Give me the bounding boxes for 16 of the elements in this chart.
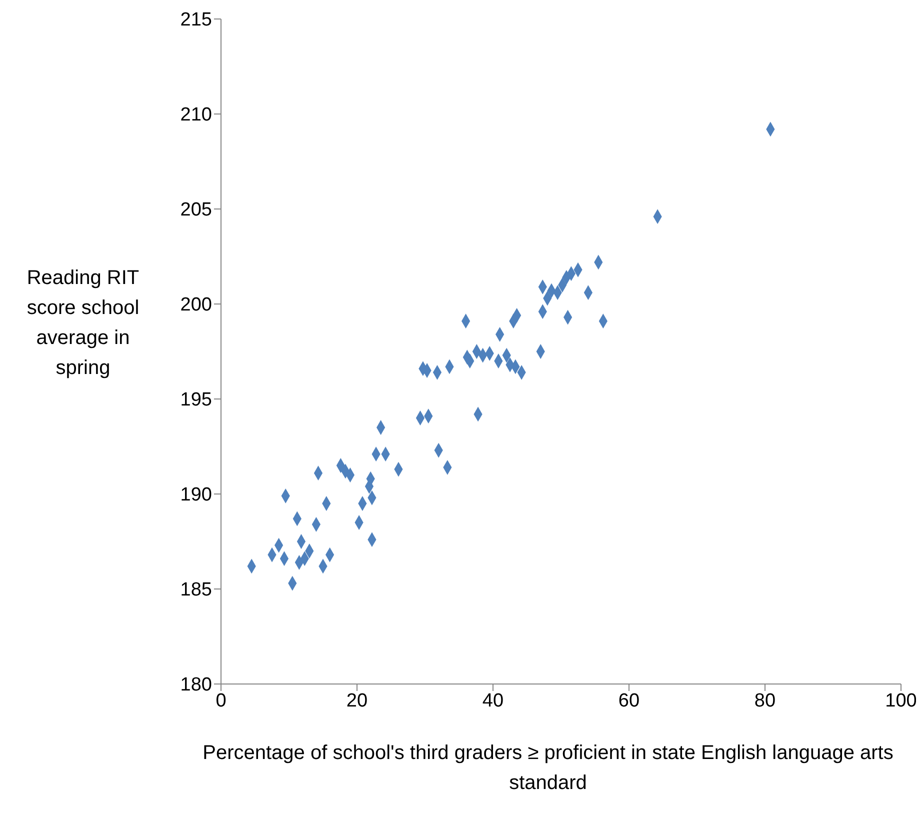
x-tick-label: 0 (216, 690, 226, 712)
y-tick-label: 190 (180, 484, 212, 506)
x-tick-label: 20 (346, 690, 368, 712)
x-axis-title: Percentage of school's third graders ≥ proficient in state English language arts standard (202, 741, 894, 796)
y-tick-label: 205 (180, 200, 212, 221)
x-tick-label: 100 (885, 690, 917, 712)
x-tick-label: 80 (754, 690, 776, 712)
x-tick-label: 60 (618, 690, 640, 712)
y-tick-label: 185 (180, 580, 212, 601)
y-tick-label: 180 (180, 674, 212, 696)
y-tick-label: 215 (180, 10, 212, 31)
y-axis-title: Reading RIT score school average in spring (26, 266, 140, 381)
x-tick-label: 40 (482, 690, 504, 712)
y-tick-label: 200 (180, 294, 212, 316)
y-tick-label: 210 (180, 104, 212, 126)
y-tick-label: 195 (180, 390, 212, 411)
